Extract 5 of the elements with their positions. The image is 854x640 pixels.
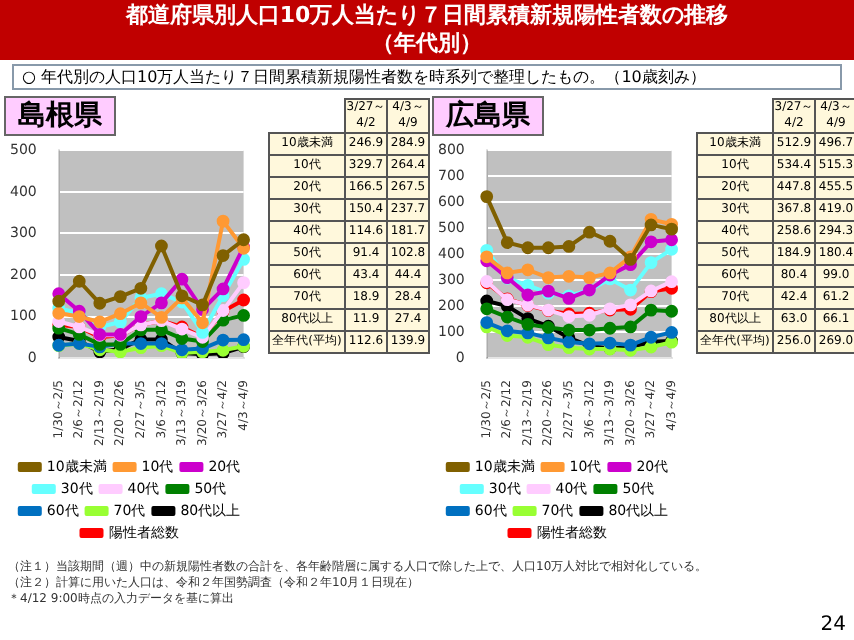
text: ○ 年代別の人口10万人当たり７日間累積新規陽性者数を時系列で整理したもの。（10歳刻み） [12,64,842,90]
chart-title: 広島県 [432,96,544,136]
text: 24 [820,614,846,636]
text: 都道府県別人口10万人当たり７日間累積新規陽性者数の推移（年代別） [125,2,729,58]
chart-title: 島根県 [4,96,116,136]
